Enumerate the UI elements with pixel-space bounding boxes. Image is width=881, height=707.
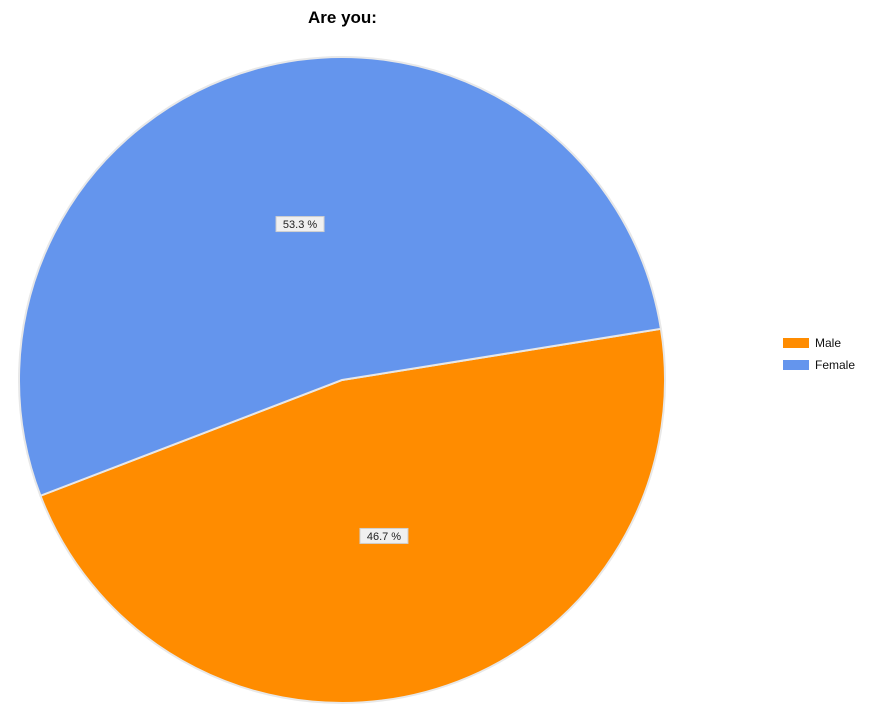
legend-item-male: Male <box>783 332 855 354</box>
svg-text:53.3 %: 53.3 % <box>283 219 317 231</box>
pie-slice-female <box>18 56 663 498</box>
svg-text:46.7 %: 46.7 % <box>367 531 401 543</box>
legend-label-male: Male <box>815 336 842 350</box>
legend-label-female: Female <box>815 358 856 372</box>
slice-label-male: 46.7 % <box>359 527 409 544</box>
legend: Male Female <box>783 332 855 376</box>
pie-slice-male <box>39 327 666 704</box>
slice-label-female: 53.3 % <box>275 216 325 233</box>
chart-title: Are you: <box>308 8 377 27</box>
legend-item-female: Female <box>783 354 855 376</box>
legend-swatch-male <box>783 338 809 348</box>
legend-swatch-female <box>783 360 809 370</box>
